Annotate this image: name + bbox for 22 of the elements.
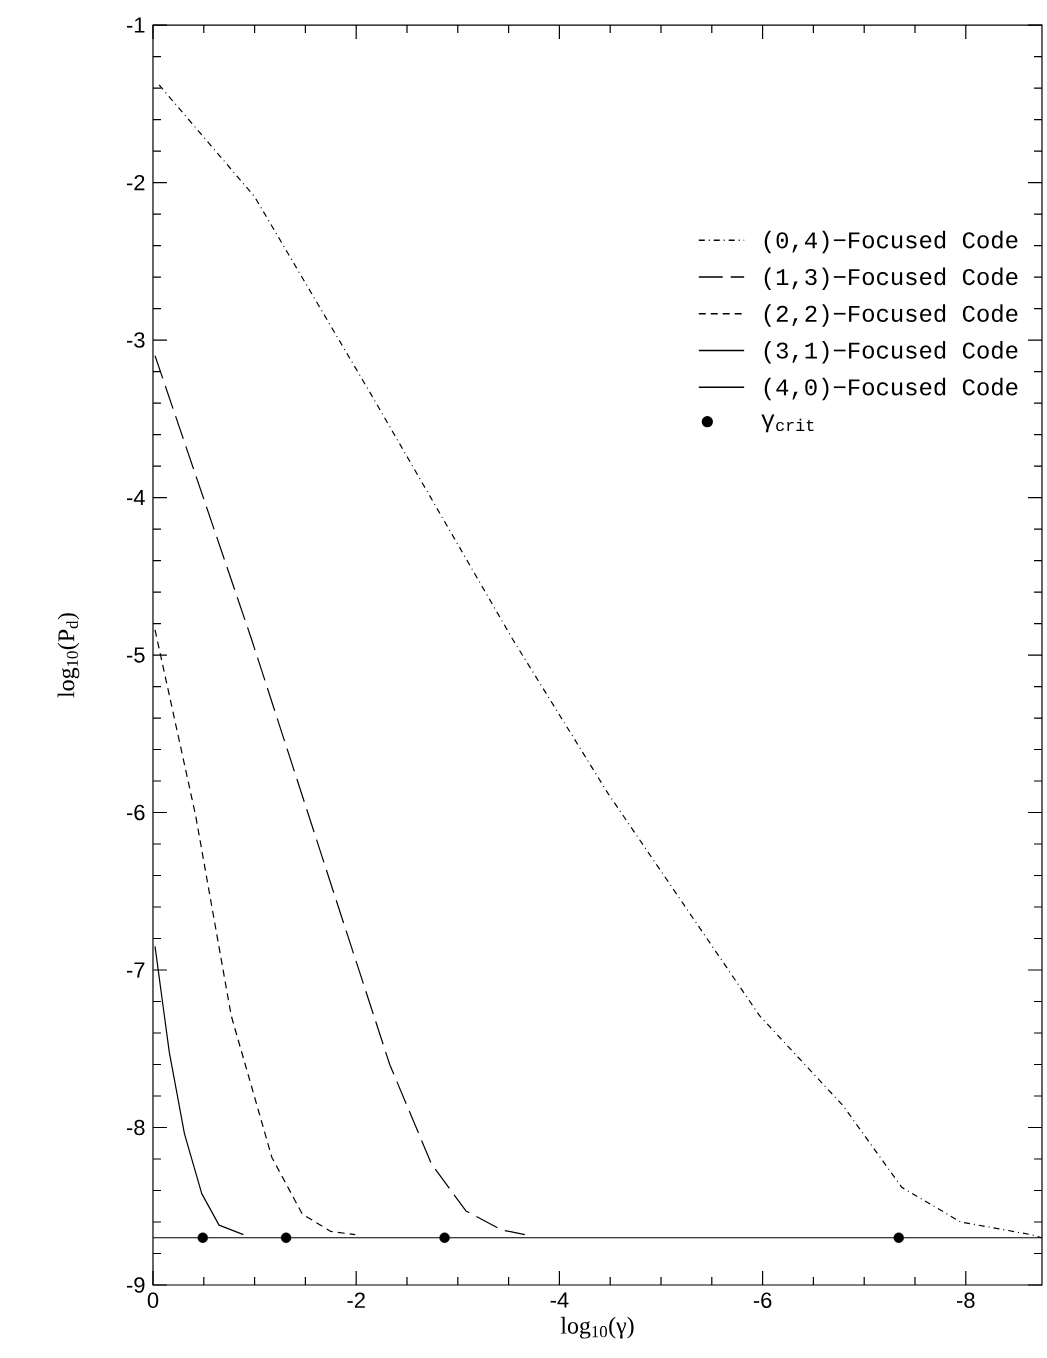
x-tick-label: -8 [957, 1292, 975, 1309]
legend-label: γ$_{crit}$ [761, 414, 814, 433]
y-tick-label: -3 [126, 332, 145, 348]
x-tick-label: -2 [347, 1292, 365, 1308]
legend-label: (3,1)−Focused Code [764, 341, 1018, 364]
y-tick-label: -2 [126, 174, 145, 191]
legend-label: (4,0)−Focused Code [764, 377, 1018, 401]
legend-label: (0,4)−Focused Code [764, 230, 1018, 254]
legend-label: (2,2)−Focused Code [764, 304, 1018, 327]
y-tick-label: -7 [126, 962, 145, 978]
legend-label: (1,3)−Focused Code [764, 267, 1018, 290]
y-tick-label: -4 [126, 490, 145, 506]
y-tick-label: -9 [126, 1277, 145, 1293]
x-axis-title: log$_{10}$(γ) [560, 1316, 634, 1339]
y-tick-label: -5 [126, 647, 145, 663]
y-tick-label: -8 [126, 1119, 145, 1136]
x-tick-label: 0 [147, 1292, 159, 1309]
x-tick-label: -4 [550, 1292, 569, 1308]
y-tick-label: -6 [126, 804, 145, 821]
y-tick-label: -1 [126, 17, 145, 33]
y-axis-title: log$_{10}$(P$_{d}$) [57, 613, 80, 698]
x-tick-label: -6 [753, 1292, 772, 1309]
